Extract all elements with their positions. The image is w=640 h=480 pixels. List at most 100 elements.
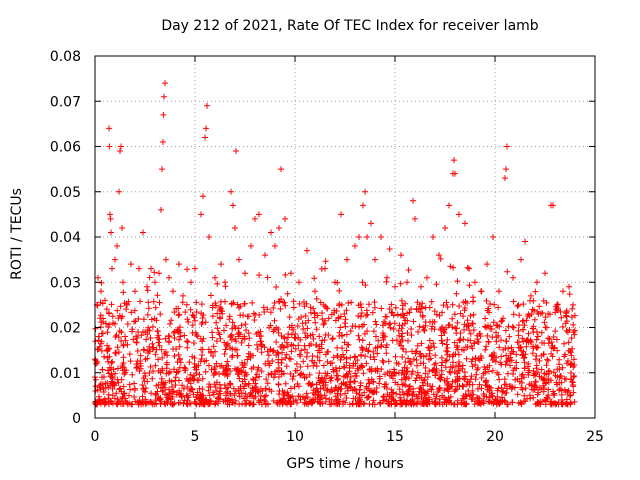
data-point xyxy=(257,396,264,403)
data-point xyxy=(171,309,178,316)
data-point xyxy=(446,368,453,375)
data-point xyxy=(104,347,110,354)
data-point xyxy=(237,303,244,310)
data-point xyxy=(410,356,417,363)
data-point xyxy=(415,328,422,335)
data-point xyxy=(338,211,344,218)
data-point xyxy=(352,372,359,379)
data-point xyxy=(340,354,347,361)
data-point xyxy=(283,391,290,398)
data-point xyxy=(258,401,265,408)
data-point xyxy=(110,319,116,326)
data-point xyxy=(115,349,122,356)
data-point xyxy=(570,321,577,328)
data-point xyxy=(237,385,244,392)
data-point xyxy=(460,392,467,399)
y-tick-label: 0.01 xyxy=(50,366,81,382)
data-point xyxy=(383,341,390,348)
data-point xyxy=(484,383,491,390)
data-point xyxy=(449,301,456,308)
data-point xyxy=(124,320,131,327)
data-point xyxy=(172,374,179,381)
data-point xyxy=(480,370,487,377)
data-point xyxy=(426,368,433,375)
data-point xyxy=(445,380,452,387)
data-point xyxy=(571,373,578,380)
data-point xyxy=(369,309,376,316)
data-point xyxy=(461,376,468,383)
data-point xyxy=(200,395,207,402)
data-point xyxy=(262,252,268,259)
data-point xyxy=(519,351,526,358)
data-point xyxy=(251,317,258,324)
data-point xyxy=(558,396,565,403)
data-point xyxy=(243,327,250,334)
data-point xyxy=(137,362,144,369)
data-point xyxy=(290,373,297,380)
data-point xyxy=(562,351,569,358)
data-point xyxy=(296,300,303,307)
y-tick-label: 0.04 xyxy=(50,230,81,246)
data-point xyxy=(112,370,119,377)
data-point xyxy=(398,376,405,383)
data-point xyxy=(92,383,99,390)
data-point xyxy=(307,382,314,389)
data-point xyxy=(144,283,150,290)
data-point xyxy=(287,393,294,400)
data-point xyxy=(205,362,212,369)
data-point xyxy=(424,374,431,381)
data-point xyxy=(353,390,360,397)
data-point xyxy=(474,400,481,407)
data-point xyxy=(284,334,291,341)
data-point xyxy=(198,211,204,218)
data-point xyxy=(230,399,237,406)
data-point xyxy=(556,387,563,394)
data-point xyxy=(175,329,182,336)
data-point xyxy=(137,352,144,359)
data-point xyxy=(420,324,427,331)
data-point xyxy=(428,342,435,349)
data-point xyxy=(415,391,422,398)
data-point xyxy=(163,359,170,366)
data-point xyxy=(455,376,462,383)
data-point xyxy=(334,376,341,383)
data-point xyxy=(216,396,223,403)
data-point xyxy=(520,317,527,324)
data-point xyxy=(418,400,425,407)
data-point xyxy=(94,302,101,309)
data-point xyxy=(324,370,331,377)
data-point xyxy=(540,375,547,382)
data-point xyxy=(378,305,385,312)
data-point xyxy=(276,387,283,394)
data-point xyxy=(528,292,534,299)
data-point xyxy=(438,337,445,344)
data-point xyxy=(249,299,256,306)
data-point xyxy=(426,337,433,344)
data-point xyxy=(544,394,551,401)
data-point xyxy=(194,394,201,401)
data-point xyxy=(163,256,169,263)
data-point xyxy=(145,305,152,312)
data-point xyxy=(452,170,458,177)
data-point xyxy=(108,229,114,236)
data-point xyxy=(341,310,348,317)
data-point xyxy=(319,337,326,344)
data-point xyxy=(332,393,339,400)
data-point xyxy=(322,331,329,338)
data-point xyxy=(540,297,547,304)
data-point xyxy=(160,138,166,145)
data-point xyxy=(258,343,265,350)
data-point xyxy=(393,370,400,377)
data-point xyxy=(119,362,126,369)
data-point xyxy=(444,303,451,310)
data-point xyxy=(518,256,524,263)
data-point xyxy=(198,346,205,353)
data-point xyxy=(303,353,310,360)
data-point xyxy=(132,288,138,295)
data-point xyxy=(337,392,344,399)
data-point xyxy=(298,371,305,378)
data-point xyxy=(498,337,505,344)
data-point xyxy=(503,338,510,345)
data-point xyxy=(170,366,177,373)
data-point xyxy=(228,331,235,338)
